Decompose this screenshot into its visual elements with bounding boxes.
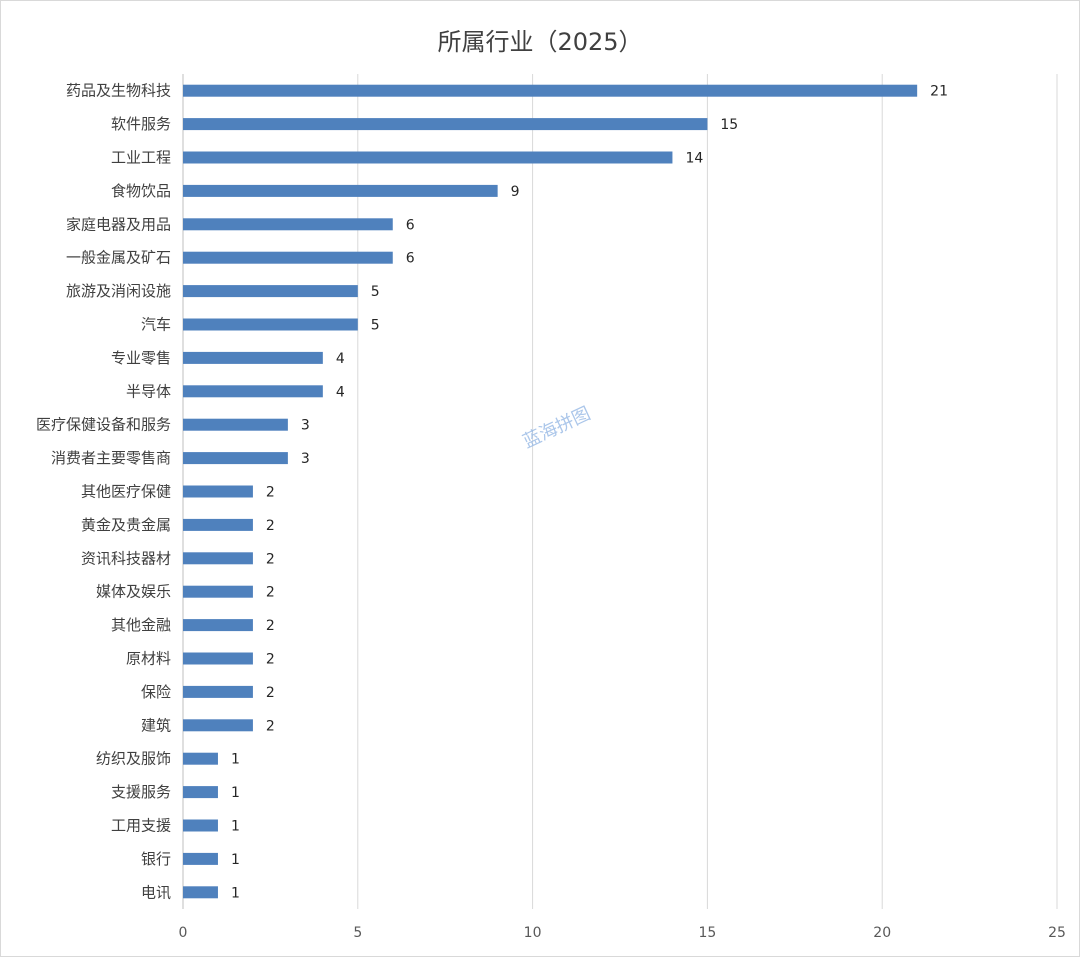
bar-7 <box>183 318 358 331</box>
bar-22 <box>183 819 218 832</box>
category-label-2: 工业工程 <box>111 149 171 167</box>
category-label-4: 家庭电器及用品 <box>66 215 171 233</box>
bar-10 <box>183 418 288 431</box>
x-tick-label-3: 15 <box>698 925 716 941</box>
bar-24 <box>183 886 218 899</box>
category-label-17: 原材料 <box>126 650 171 668</box>
value-label-14: 2 <box>266 551 275 567</box>
bar-9 <box>183 385 323 398</box>
bar-4 <box>183 218 393 231</box>
category-label-21: 支援服务 <box>111 783 171 801</box>
bar-23 <box>183 852 218 865</box>
value-label-3: 9 <box>511 184 520 200</box>
bar-8 <box>183 351 323 364</box>
category-label-6: 旅游及消闲设施 <box>66 282 171 300</box>
value-label-23: 1 <box>231 852 240 868</box>
category-label-19: 建筑 <box>141 716 171 734</box>
bar-13 <box>183 518 253 531</box>
value-label-9: 4 <box>336 384 345 400</box>
x-tick-label-0: 0 <box>179 925 188 941</box>
value-label-11: 3 <box>301 451 310 467</box>
category-label-15: 媒体及娱乐 <box>96 583 171 601</box>
bar-17 <box>183 652 253 665</box>
category-label-0: 药品及生物科技 <box>66 82 171 100</box>
bar-15 <box>183 585 253 598</box>
value-label-15: 2 <box>266 585 275 601</box>
category-label-14: 资讯科技器材 <box>81 549 171 567</box>
chart-title: 所属行业（2025） <box>437 28 643 56</box>
value-label-21: 1 <box>231 785 240 801</box>
bar-1 <box>183 118 708 131</box>
value-label-7: 5 <box>371 318 380 334</box>
category-label-23: 银行 <box>141 850 171 868</box>
value-label-13: 2 <box>266 518 275 534</box>
category-label-7: 汽车 <box>141 316 171 334</box>
x-tick-label-5: 25 <box>1048 925 1066 941</box>
bar-20 <box>183 752 218 765</box>
bar-6 <box>183 285 358 298</box>
category-label-24: 电讯 <box>141 883 171 901</box>
category-label-10: 医疗保健设备和服务 <box>36 416 171 434</box>
bar-5 <box>183 251 393 264</box>
value-label-18: 2 <box>266 685 275 701</box>
category-label-13: 黄金及贵金属 <box>81 516 171 534</box>
category-label-12: 其他医疗保健 <box>81 483 171 501</box>
category-label-1: 软件服务 <box>111 115 171 133</box>
x-tick-label-4: 20 <box>873 925 891 941</box>
value-label-22: 1 <box>231 819 240 835</box>
bar-11 <box>183 452 288 465</box>
bar-0 <box>183 84 918 97</box>
bar-21 <box>183 786 218 799</box>
bar-18 <box>183 685 253 698</box>
value-label-8: 4 <box>336 351 345 367</box>
value-label-1: 15 <box>720 117 738 133</box>
category-label-22: 工用支援 <box>111 817 171 835</box>
value-label-4: 6 <box>406 217 415 233</box>
value-label-16: 2 <box>266 618 275 634</box>
category-label-5: 一般金属及矿石 <box>66 249 171 267</box>
category-label-3: 食物饮品 <box>111 182 171 200</box>
value-label-12: 2 <box>266 485 275 501</box>
bar-16 <box>183 619 253 632</box>
value-label-5: 6 <box>406 251 415 267</box>
value-label-24: 1 <box>231 885 240 901</box>
category-label-11: 消费者主要零售商 <box>51 449 171 467</box>
x-tick-label-1: 5 <box>353 925 362 941</box>
value-label-2: 14 <box>685 151 703 167</box>
value-label-0: 21 <box>930 84 948 100</box>
category-label-9: 半导体 <box>126 382 171 400</box>
bar-14 <box>183 552 253 565</box>
bar-3 <box>183 184 498 197</box>
value-label-17: 2 <box>266 652 275 668</box>
value-label-19: 2 <box>266 718 275 734</box>
bar-19 <box>183 719 253 732</box>
value-label-6: 5 <box>371 284 380 300</box>
value-label-20: 1 <box>231 752 240 768</box>
category-label-16: 其他金融 <box>111 616 171 634</box>
bar-2 <box>183 151 673 164</box>
category-label-18: 保险 <box>141 683 171 701</box>
category-label-8: 专业零售 <box>111 349 171 367</box>
bar-12 <box>183 485 253 498</box>
x-tick-label-2: 10 <box>524 925 542 941</box>
category-label-20: 纺织及服饰 <box>96 750 171 768</box>
value-label-10: 3 <box>301 418 310 434</box>
